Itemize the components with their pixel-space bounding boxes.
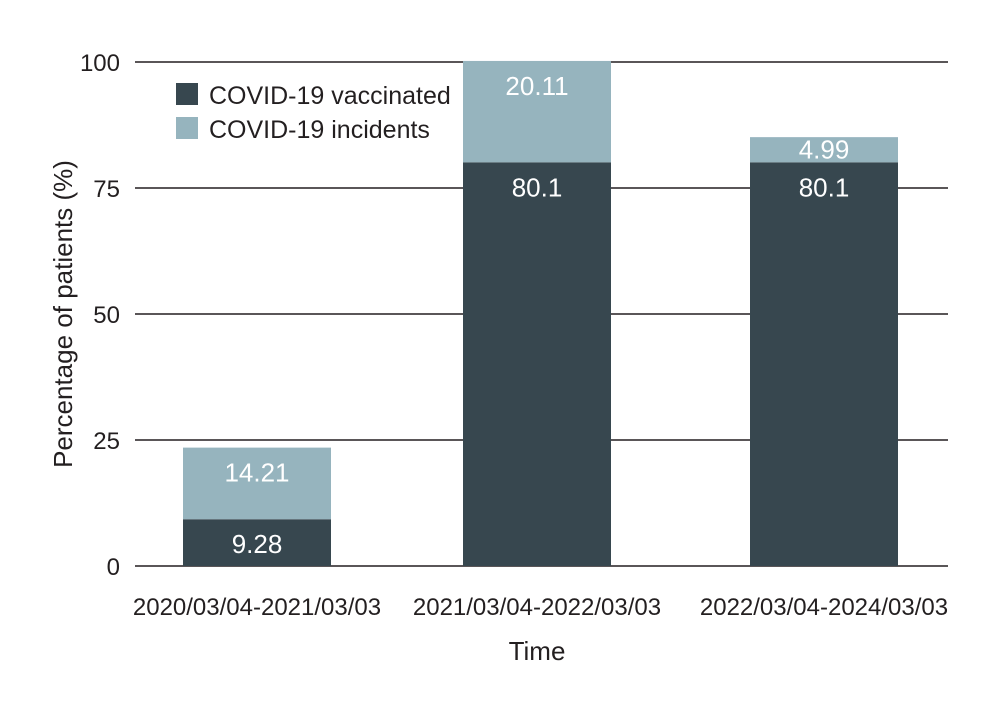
legend-swatch-vaccinated [176, 83, 198, 105]
y-tick-label: 75 [93, 176, 120, 203]
data-labels: 9.28 14.21 80.1 20.11 80.1 4.99 [224, 71, 849, 559]
x-axis-title: Time [509, 636, 566, 666]
bar-vaccinated-3 [750, 162, 898, 566]
legend-label-incidents: COVID-19 incidents [209, 116, 430, 144]
y-tick-label: 100 [80, 50, 120, 77]
bars [183, 60, 898, 566]
y-tick-labels: 0 25 50 75 100 [80, 50, 120, 581]
y-tick-label: 0 [107, 554, 120, 581]
bar-vaccinated-1 [183, 519, 331, 566]
legend: COVID-19 vaccinated COVID-19 incidents [176, 82, 451, 144]
x-tick-label: 2021/03/04-2022/03/03 [413, 594, 661, 621]
bar-incidents-1 [183, 447, 331, 520]
legend-label-vaccinated: COVID-19 vaccinated [209, 82, 451, 110]
y-axis-title: Percentage of patients (%) [48, 160, 78, 468]
bar-vaccinated-2 [463, 162, 611, 566]
bar-incidents-3 [750, 137, 898, 163]
x-tick-label: 2022/03/04-2024/03/03 [700, 594, 948, 621]
data-label: 20.11 [505, 71, 568, 101]
y-tick-label: 25 [93, 428, 120, 455]
data-label: 9.28 [232, 529, 283, 559]
legend-swatch-incidents [176, 117, 198, 139]
y-tick-label: 50 [93, 302, 120, 329]
bar-incidents-2 [463, 60, 611, 163]
data-label: 80.1 [512, 172, 563, 202]
x-tick-label: 2020/03/04-2021/03/03 [133, 594, 381, 621]
data-label: 14.21 [224, 458, 289, 488]
x-tick-labels: 2020/03/04-2021/03/03 2021/03/04-2022/03/… [133, 594, 948, 621]
data-label: 80.1 [799, 172, 850, 202]
data-label: 4.99 [799, 135, 850, 165]
